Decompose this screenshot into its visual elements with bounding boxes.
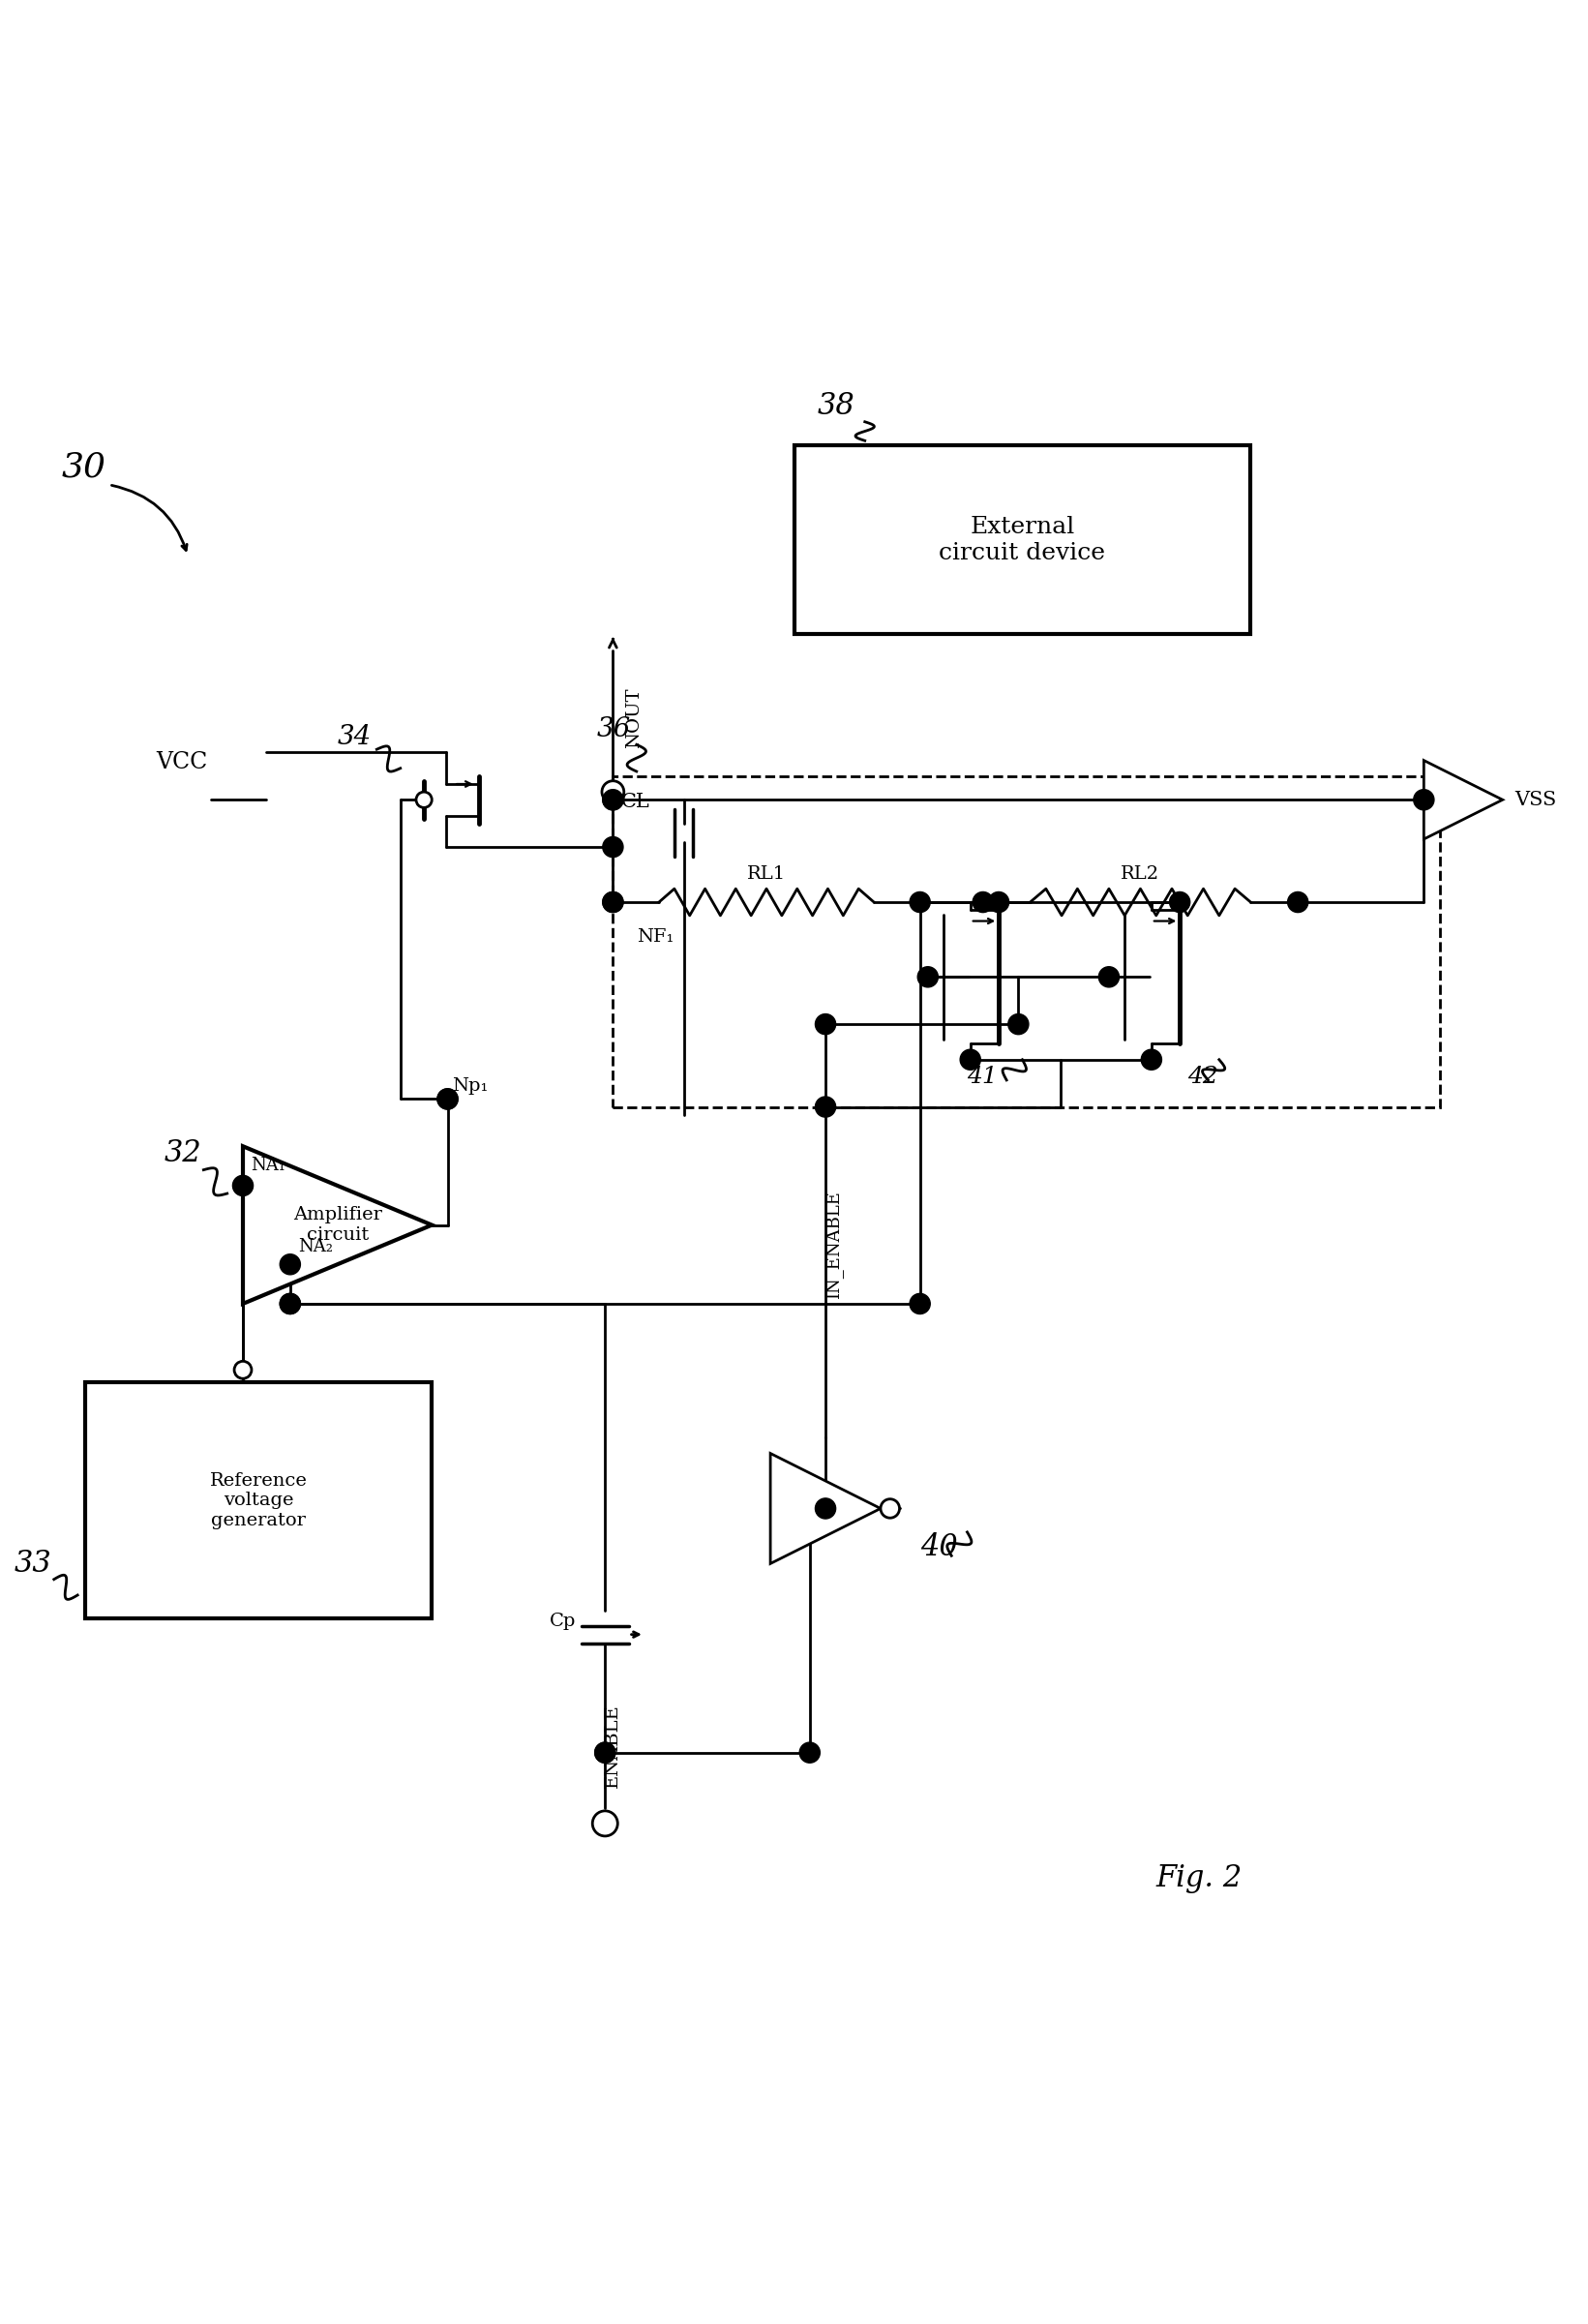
Text: 40: 40 xyxy=(919,1532,958,1562)
Circle shape xyxy=(279,1294,300,1313)
Text: 38: 38 xyxy=(818,390,854,421)
Text: 32: 32 xyxy=(164,1139,202,1169)
Text: ENABLE: ENABLE xyxy=(603,1703,621,1787)
Circle shape xyxy=(233,1176,252,1197)
Circle shape xyxy=(437,1088,457,1109)
Text: External
circuit device: External circuit device xyxy=(939,516,1105,565)
Circle shape xyxy=(973,892,992,913)
Circle shape xyxy=(910,892,931,913)
Circle shape xyxy=(815,1013,835,1034)
Circle shape xyxy=(815,1097,835,1118)
Text: Amplifier
circuit: Amplifier circuit xyxy=(292,1206,381,1243)
Circle shape xyxy=(279,1255,300,1274)
Circle shape xyxy=(910,1294,931,1313)
Circle shape xyxy=(815,1499,835,1518)
Circle shape xyxy=(961,1050,980,1069)
Text: NF₁: NF₁ xyxy=(637,927,673,946)
Circle shape xyxy=(603,892,622,913)
Circle shape xyxy=(602,781,624,802)
Circle shape xyxy=(279,1294,300,1313)
Circle shape xyxy=(596,1743,615,1764)
Circle shape xyxy=(603,790,622,811)
Circle shape xyxy=(1169,892,1189,913)
Bar xyxy=(86,1383,432,1620)
Text: VSS: VSS xyxy=(1515,790,1556,809)
Circle shape xyxy=(603,892,622,913)
Circle shape xyxy=(437,1088,457,1109)
Text: Cp: Cp xyxy=(549,1613,576,1631)
Circle shape xyxy=(988,892,1008,913)
Text: 42: 42 xyxy=(1188,1067,1218,1088)
Circle shape xyxy=(603,837,622,858)
Text: Fig. 2: Fig. 2 xyxy=(1156,1864,1242,1894)
Bar xyxy=(794,446,1251,634)
Text: Reference
voltage
generator: Reference voltage generator xyxy=(210,1471,308,1529)
Circle shape xyxy=(799,1743,819,1764)
Text: VCC: VCC xyxy=(156,751,208,774)
Circle shape xyxy=(1142,1050,1162,1069)
Text: NA₁: NA₁ xyxy=(251,1157,286,1174)
Text: NOUT: NOUT xyxy=(626,688,643,748)
Bar xyxy=(613,776,1440,1106)
Text: CL: CL xyxy=(621,792,649,811)
Circle shape xyxy=(592,1810,618,1836)
Text: NA₂: NA₂ xyxy=(299,1239,333,1255)
Text: IN_ENABLE: IN_ENABLE xyxy=(824,1190,843,1299)
Circle shape xyxy=(918,967,939,988)
Polygon shape xyxy=(243,1146,432,1304)
Circle shape xyxy=(1413,790,1434,811)
Circle shape xyxy=(1008,1013,1029,1034)
Circle shape xyxy=(1288,892,1309,913)
Circle shape xyxy=(603,790,622,811)
Text: 33: 33 xyxy=(14,1548,52,1578)
Text: 30: 30 xyxy=(62,451,106,483)
Circle shape xyxy=(235,1362,251,1378)
Polygon shape xyxy=(1424,760,1502,839)
Polygon shape xyxy=(770,1452,881,1564)
Text: 36: 36 xyxy=(597,716,632,744)
Text: 41: 41 xyxy=(967,1067,997,1088)
Circle shape xyxy=(1099,967,1120,988)
Circle shape xyxy=(881,1499,899,1518)
Text: RL1: RL1 xyxy=(746,865,786,883)
Circle shape xyxy=(416,792,432,809)
Text: 34: 34 xyxy=(337,725,372,751)
Circle shape xyxy=(596,1743,615,1764)
Text: RL2: RL2 xyxy=(1121,865,1159,883)
Text: Np₁: Np₁ xyxy=(453,1078,489,1095)
